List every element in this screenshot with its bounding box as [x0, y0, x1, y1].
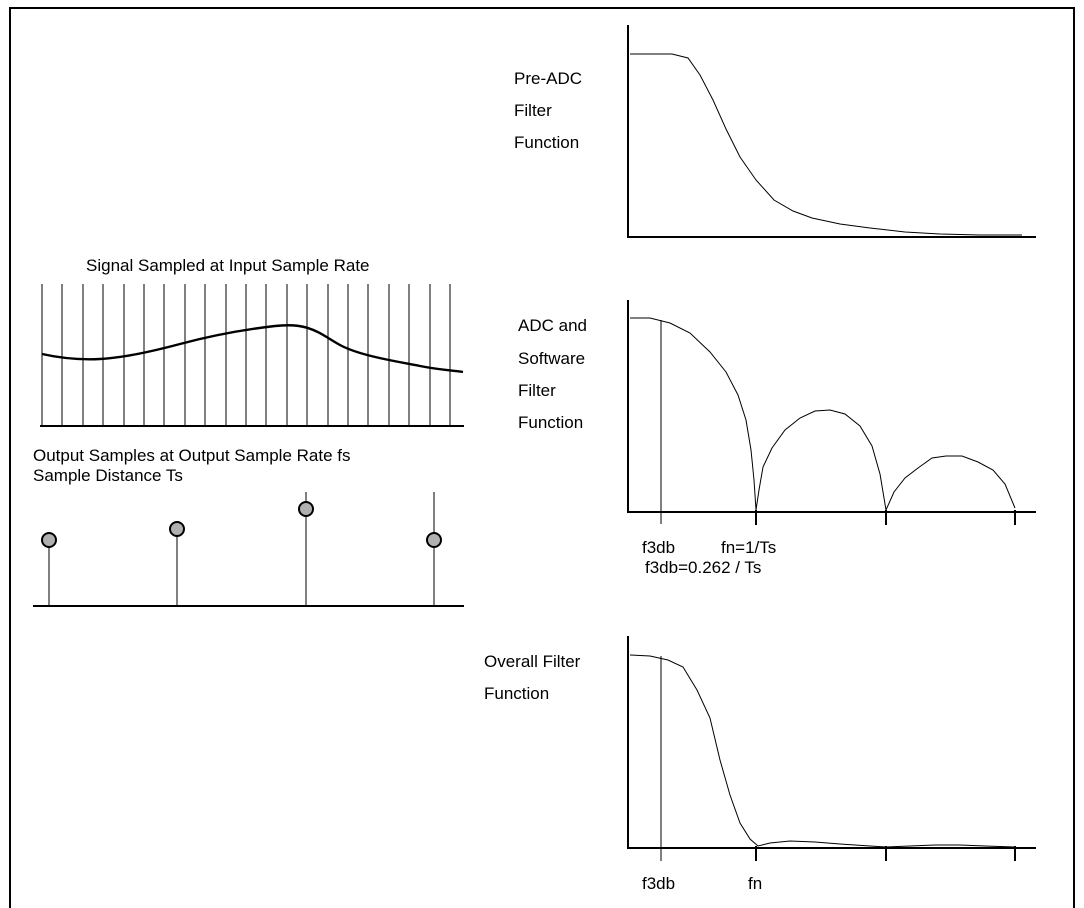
output-sample-dot [41, 532, 57, 548]
pre-adc-axes [627, 25, 1036, 238]
f3db-formula: f3db=0.262 / Ts [645, 558, 761, 577]
output-sample-dots [41, 501, 442, 548]
output-sample-dot [426, 532, 442, 548]
adc-fn-tick-label: fn=1/Ts [721, 538, 776, 557]
output-sample-stems [48, 492, 435, 606]
adc-software-label-line: Software [518, 349, 585, 368]
output-samples-title: Output Samples at Output Sample Rate fs [33, 446, 351, 465]
overall-response-curve [629, 654, 1016, 848]
adc-ticks [755, 510, 1016, 525]
input-sample-lines [41, 284, 451, 426]
pre-adc-response-curve [630, 53, 1022, 236]
overall-f3db-tick-label: f3db [642, 874, 675, 893]
adc-software-axes [627, 300, 1036, 513]
adc-software-label-line: ADC and [518, 316, 587, 335]
pre-adc-label-line: Pre-ADC [514, 69, 582, 88]
input-signal-curve [41, 324, 464, 374]
adc-software-response-curve [630, 317, 1016, 512]
overall-fn-tick-label: fn [748, 874, 762, 893]
output-sample-dot [169, 521, 185, 537]
figure-frame [9, 7, 1075, 908]
output-sample-dot [298, 501, 314, 517]
pre-adc-label: Pre-ADC Filter Function [514, 69, 582, 152]
adc-software-label-line: Function [518, 413, 583, 432]
overall-label-line: Overall Filter [484, 652, 581, 671]
overall-axes [627, 636, 1036, 849]
adc-f3db-tick-label: f3db [642, 538, 675, 557]
overall-ticks [755, 846, 1016, 861]
input-signal-title: Signal Sampled at Input Sample Rate [86, 256, 370, 275]
sample-distance-label: Sample Distance Ts [33, 466, 183, 485]
overall-label-line: Function [484, 684, 549, 703]
pre-adc-label-line: Function [514, 133, 579, 152]
pre-adc-label-line: Filter [514, 101, 552, 120]
adc-software-label: ADC and Software Filter Function [518, 316, 587, 432]
overall-label: Overall Filter Function [484, 652, 581, 703]
adc-software-label-line: Filter [518, 381, 556, 400]
